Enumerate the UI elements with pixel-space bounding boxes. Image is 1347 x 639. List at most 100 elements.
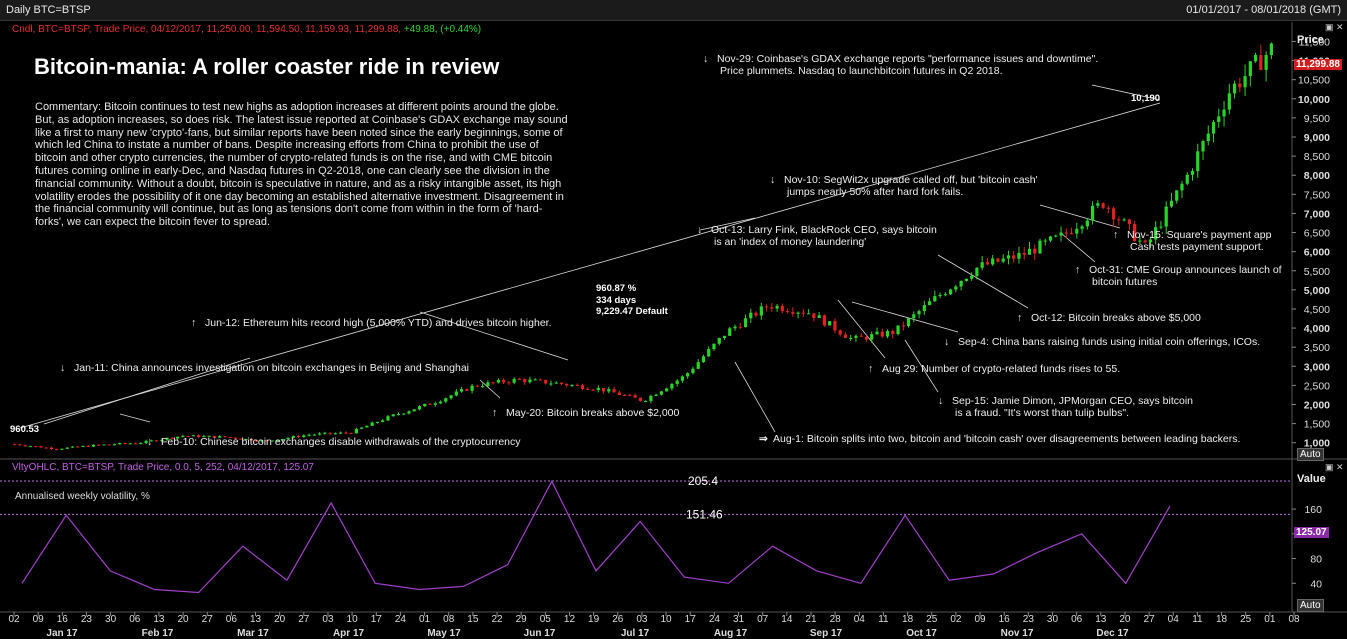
candle-body xyxy=(407,411,411,414)
candle-body xyxy=(323,432,327,434)
page-title: Bitcoin-mania: A roller coaster ride in … xyxy=(34,54,500,79)
price-tick-label: 5,000 xyxy=(1304,285,1330,297)
annotation-nov29[interactable]: ↓ Nov-29: Coinbase's GDAX exchange report… xyxy=(703,53,1098,77)
candle-body xyxy=(717,337,721,344)
annotation-leaders xyxy=(19,84,1161,433)
candle-body xyxy=(365,425,369,428)
candle-body xyxy=(1222,109,1226,117)
vol-tick-label: 80 xyxy=(1310,554,1322,566)
price-close-icon[interactable]: ▣ ✕ xyxy=(1325,22,1344,32)
candle-body xyxy=(696,362,700,369)
annotation-nov15[interactable]: ↑ Nov-15: Square's payment app Cash tests … xyxy=(1113,229,1271,253)
candle-body xyxy=(864,336,869,340)
price-legend[interactable]: Cndl, BTC=BTSP, Trade Price, 04/12/2017,… xyxy=(12,24,481,35)
x-month-label: Feb 17 xyxy=(142,628,174,639)
candle-body xyxy=(218,436,222,438)
x-day-label: 24 xyxy=(709,614,721,625)
candle-body xyxy=(360,427,364,429)
annotation-oct12[interactable]: ↑ Oct-12: Bitcoin breaks above $5,000 xyxy=(1017,312,1201,324)
annotation-sep15[interactable]: ↓ Sep-15: Jamie Dimon, JPMorgan CEO, says… xyxy=(938,395,1193,419)
annotation-oct31[interactable]: ↑ Oct-31: CME Group announces launch of bi… xyxy=(1075,264,1282,288)
price-tick-label: 6,500 xyxy=(1304,228,1330,240)
ann-aug29-l1: Aug 29: Number of crypto-related funds r… xyxy=(882,363,1121,375)
annotation-may20[interactable]: ↑ May-20: Bitcoin breaks above $2,000 xyxy=(492,407,679,419)
ann-sep15-l2: is a fraud. "It's worst than tulip bulbs… xyxy=(955,407,1130,419)
candle-body xyxy=(875,331,879,335)
x-day-label: 26 xyxy=(612,614,624,625)
ann-jan11-l1: Jan-11: China announces investigation on… xyxy=(74,362,470,374)
annotation-sep4[interactable]: ↓ Sep-4: China bans raising funds using i… xyxy=(944,336,1260,348)
vol-reference-label: 151.46 xyxy=(686,507,723,521)
candle-body xyxy=(1085,220,1089,227)
annotation-aug1[interactable]: ⇒ Aug-1: Bitcoin splits into two, bitcoin… xyxy=(759,433,1240,445)
arrow-down-icon: ↓ xyxy=(60,362,66,374)
candle-body xyxy=(228,437,232,439)
candle-body xyxy=(391,414,395,417)
candle-body xyxy=(275,440,280,442)
candle-body xyxy=(370,422,374,426)
vol-tick-label: 160 xyxy=(1304,504,1322,516)
annotation-jan11[interactable]: ↓ Jan-11: China announces investigation o… xyxy=(60,362,469,374)
candle-body xyxy=(402,413,406,415)
vol-line xyxy=(21,479,1171,594)
vol-reference-label: 205.4 xyxy=(688,474,718,488)
x-day-label: 10 xyxy=(347,614,359,625)
candle-body xyxy=(975,267,979,276)
vol-auto-button[interactable]: Auto xyxy=(1297,599,1324,612)
annotation-leader xyxy=(419,311,569,361)
candle-body xyxy=(775,305,779,309)
x-day-label: 17 xyxy=(685,614,697,625)
x-day-label: 17 xyxy=(371,614,383,625)
annotation-aug29[interactable]: ↑ Aug 29: Number of crypto-related funds … xyxy=(868,363,1120,375)
candle-body xyxy=(949,289,953,295)
candle-body xyxy=(786,311,790,313)
annotation-leader xyxy=(851,301,959,333)
grid-lines: 1,000 1,500 2,000 2,500 3,000 3,500 4,000 4,500… xyxy=(0,22,1347,613)
candle-body xyxy=(1196,151,1200,172)
candle-body xyxy=(917,311,921,315)
candle-body xyxy=(1253,55,1258,62)
candle-body xyxy=(386,416,390,421)
price-auto-button[interactable]: Auto xyxy=(1297,448,1324,461)
date-range[interactable]: 01/01/2017 - 08/01/2018 (GMT) xyxy=(1186,4,1341,16)
candle-body xyxy=(65,447,69,449)
x-month-label: Apr 17 xyxy=(333,628,365,639)
candle-body xyxy=(91,444,96,447)
x-month-label: Jan 17 xyxy=(46,628,78,639)
annotation-jun12[interactable]: ↑ Jun-12: Ethereum hits record high (5,00… xyxy=(191,317,552,329)
candle-body xyxy=(1122,219,1126,221)
candle-body xyxy=(1159,226,1163,228)
candle-body xyxy=(349,433,353,435)
x-day-label: 25 xyxy=(1240,614,1252,625)
candle-body xyxy=(1001,258,1005,262)
price-candles xyxy=(13,42,1273,451)
candle-body xyxy=(985,262,990,265)
x-day-label: 12 xyxy=(564,614,576,625)
vol-close-icon[interactable]: ▣ ✕ xyxy=(1325,462,1344,472)
annotation-leader xyxy=(904,339,939,393)
ann-nov15-l1: Nov-15: Square's payment app xyxy=(1127,229,1272,241)
price-tick-label: 2,000 xyxy=(1304,400,1330,412)
x-day-label: 23 xyxy=(1023,614,1035,625)
title-bar: Daily BTC=BTSP 01/01/2017 - 08/01/2018 (… xyxy=(0,0,1347,21)
candle-body xyxy=(1190,171,1195,175)
annotation-oct13[interactable]: ↓ Oct-13: Larry Fink, BlackRock CEO, says… xyxy=(697,224,937,248)
annotation-feb10[interactable]: ↓ Feb-10: Chinese bitcoin exchanges disab… xyxy=(147,436,521,448)
candle-body xyxy=(102,444,106,446)
candle-body xyxy=(1054,235,1058,237)
candle-body xyxy=(107,444,111,446)
x-day-label: 20 xyxy=(274,614,286,625)
candle-body xyxy=(843,334,848,339)
vol-legend[interactable]: VltyOHLC, BTC=BTSP, Trade Price, 0.0, 5,… xyxy=(12,462,314,473)
x-day-label: 05 xyxy=(540,614,552,625)
candle-body xyxy=(575,384,579,386)
candle-body xyxy=(202,436,206,438)
candle-body xyxy=(964,278,968,281)
candle-body xyxy=(507,382,511,384)
price-legend-text: Cndl, BTC=BTSP, Trade Price, 04/12/2017,… xyxy=(12,24,402,35)
x-day-label: 29 xyxy=(516,614,528,625)
annotation-nov10[interactable]: ↓ Nov-10: SegWit2x upgrade called off, bu… xyxy=(770,174,1038,198)
candle-body xyxy=(738,326,742,328)
candle-body xyxy=(1080,226,1084,229)
